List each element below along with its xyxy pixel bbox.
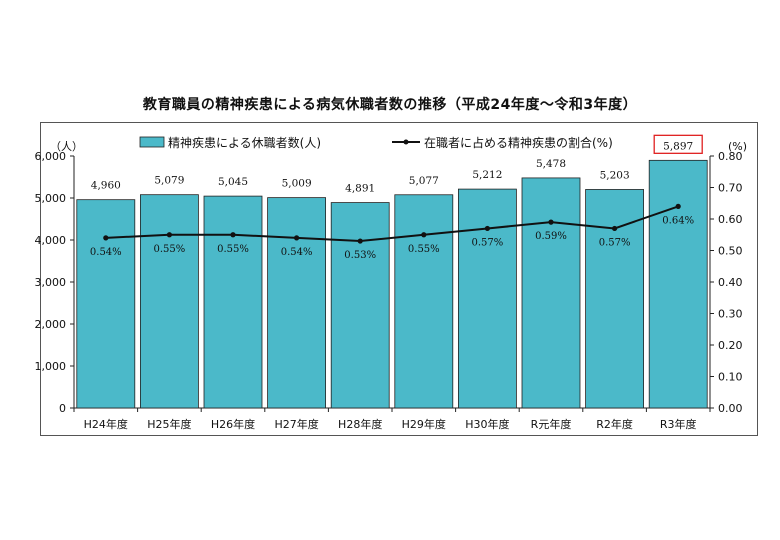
bar xyxy=(139,194,199,409)
percent-label: 0.53% xyxy=(344,250,376,261)
legend-line-marker xyxy=(403,139,409,145)
percent-label: 0.54% xyxy=(90,247,122,258)
y-tick-label: 3,000 xyxy=(35,276,67,289)
line-point xyxy=(675,203,681,209)
x-category-label: H29年度 xyxy=(402,417,446,431)
legend: 精神疾患による休職者数(人) 在職者に占める精神疾患の割合(%) xyxy=(139,135,613,150)
bar xyxy=(457,188,517,409)
line-point xyxy=(421,232,427,238)
line-point xyxy=(294,235,300,241)
bar-value-label: 5,079 xyxy=(154,175,184,187)
bar-value-label: 4,891 xyxy=(345,183,375,195)
bar xyxy=(267,197,327,409)
bar xyxy=(76,199,136,409)
y2-tick-label: 0.50 xyxy=(718,245,743,258)
line-point xyxy=(548,219,554,225)
bar-value-label: 5,009 xyxy=(282,178,312,190)
legend-bar-swatch xyxy=(139,136,165,148)
bar-value-label: 5,478 xyxy=(536,158,566,170)
y2-tick-label: 0.10 xyxy=(718,371,743,384)
y2-tick-label: 0.60 xyxy=(718,213,743,226)
y-tick-label: 5,000 xyxy=(35,192,67,205)
y2-tick-label: 0.30 xyxy=(718,308,743,321)
percent-label: 0.64% xyxy=(662,215,694,226)
bar-value-label: 5,045 xyxy=(218,176,248,188)
percent-label: 0.57% xyxy=(599,237,631,248)
bar xyxy=(648,159,708,409)
x-category-label: H27年度 xyxy=(274,417,318,431)
line-point xyxy=(484,225,490,232)
y-tick-label: 2,000 xyxy=(35,318,67,331)
chart-frame xyxy=(40,122,758,436)
y2-tick-label: 0.40 xyxy=(718,276,743,289)
percent-label: 0.55% xyxy=(217,244,249,255)
ratio-line xyxy=(103,203,681,244)
percent-label: 0.59% xyxy=(535,231,567,242)
legend-line-label: 在職者に占める精神疾患の割合(%) xyxy=(424,135,613,150)
bar xyxy=(203,195,263,409)
percent-label: 0.54% xyxy=(281,247,313,258)
highlight-box xyxy=(653,134,703,154)
x-category-label: H30年度 xyxy=(465,417,509,431)
chart-title: 教育職員の精神疾患による病気休職者数の推移（平成24年度〜令和3年度） xyxy=(142,97,638,113)
bar xyxy=(330,202,390,409)
bars xyxy=(76,159,708,409)
x-category-label: H28年度 xyxy=(338,417,382,431)
line-point xyxy=(166,232,172,238)
bar-value-label: 5,897 xyxy=(663,140,693,152)
percent-label: 0.55% xyxy=(154,244,186,255)
x-category-label: H24年度 xyxy=(84,417,128,431)
line-point xyxy=(357,238,363,244)
line-point xyxy=(103,235,109,241)
x-category-label: H26年度 xyxy=(211,417,255,431)
y2-tick-label: 0.20 xyxy=(718,339,743,352)
x-category-label: H25年度 xyxy=(147,417,191,431)
y-tick-label: 1,000 xyxy=(35,360,67,373)
bar xyxy=(394,194,454,409)
y-tick-label: 4,000 xyxy=(35,234,67,247)
bar-value-label: 5,203 xyxy=(600,169,630,181)
x-category-label: R3年度 xyxy=(660,417,697,431)
data-labels: 4,960 5,079 5,045 5,009 4,891 5,077 5,212 5,478… xyxy=(90,134,703,261)
bar-value-label: 5,212 xyxy=(472,169,502,181)
percent-label: 0.55% xyxy=(408,244,440,255)
y2-tick-label: 0.70 xyxy=(718,182,743,195)
y-tick-label: 0 xyxy=(59,402,66,415)
left-axis-unit: （人） xyxy=(50,140,83,153)
y2-tick-label: 0.80 xyxy=(718,150,743,163)
bar xyxy=(521,177,581,409)
y2-tick-label: 0.00 xyxy=(718,402,743,415)
bar-value-label: 5,077 xyxy=(409,175,439,187)
percent-label: 0.57% xyxy=(472,237,504,248)
y-tick-label: 6,000 xyxy=(35,150,67,163)
legend-bar-label: 精神疾患による休職者数(人) xyxy=(168,135,321,150)
line-point xyxy=(612,225,618,232)
line-point xyxy=(230,232,236,238)
x-category-label: R元年度 xyxy=(531,417,572,431)
ratio-polyline xyxy=(105,205,679,243)
right-axis-unit: (%) xyxy=(728,140,747,153)
x-category-label: R2年度 xyxy=(596,417,633,431)
bar-value-label: 4,960 xyxy=(91,180,121,192)
